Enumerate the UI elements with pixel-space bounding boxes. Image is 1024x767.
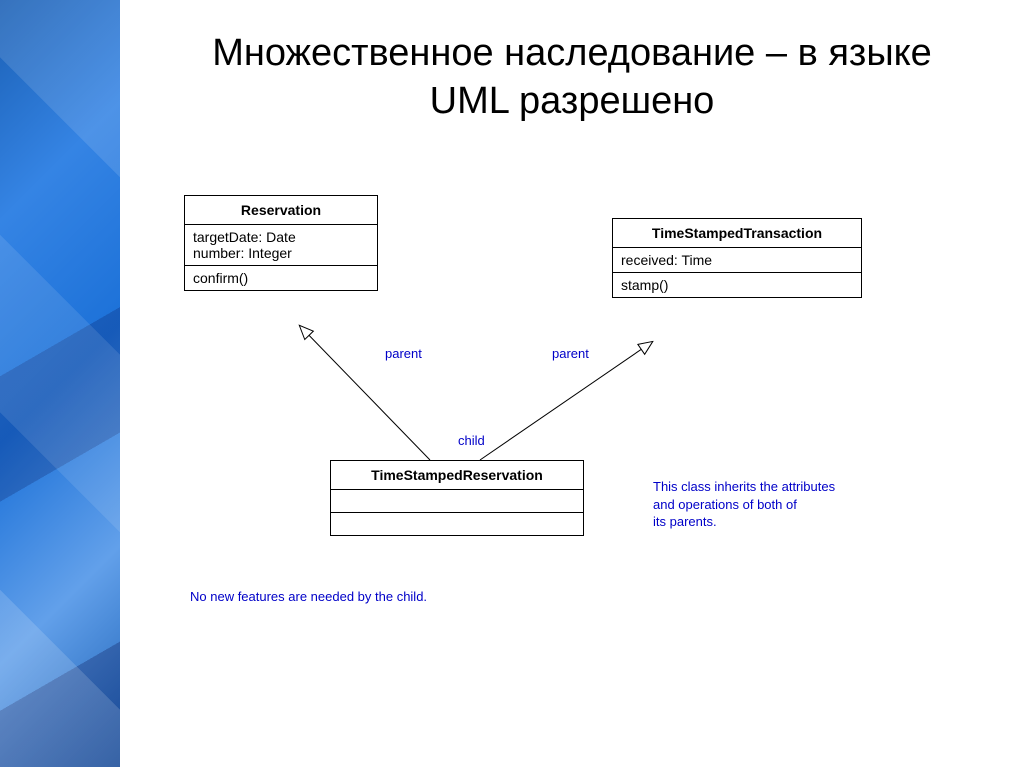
uml-class-name: TimeStampedReservation xyxy=(331,461,583,490)
title-line-2: UML разрешено xyxy=(430,80,715,122)
uml-class-operations-empty xyxy=(331,513,583,535)
title-line-1: Множественное наследование – в языке xyxy=(212,32,932,74)
note-line: and operations of both of xyxy=(653,497,797,512)
uml-class-operations: confirm() xyxy=(185,266,377,290)
label-child: child xyxy=(458,432,485,450)
uml-attribute: received: Time xyxy=(621,252,853,268)
uml-class-name: Reservation xyxy=(185,196,377,225)
uml-class-reservation: Reservation targetDate: Date number: Int… xyxy=(184,195,378,291)
uml-class-attributes-empty xyxy=(331,490,583,513)
uml-operation: stamp() xyxy=(621,277,853,293)
note-line: its parents. xyxy=(653,514,717,529)
uml-class-name: TimeStampedTransaction xyxy=(613,219,861,248)
uml-attribute: targetDate: Date xyxy=(193,229,369,245)
note-line: This class inherits the attributes xyxy=(653,479,835,494)
label-parent-left: parent xyxy=(385,345,422,363)
uml-class-attributes: received: Time xyxy=(613,248,861,273)
uml-class-attributes: targetDate: Date number: Integer xyxy=(185,225,377,266)
uml-class-timestampedreservation: TimeStampedReservation xyxy=(330,460,584,536)
uml-operation: confirm() xyxy=(193,270,369,286)
uml-class-timestampedtransaction: TimeStampedTransaction received: Time st… xyxy=(612,218,862,298)
note-inherits: This class inherits the attributes and o… xyxy=(653,478,835,531)
note-no-new-features: No new features are needed by the child. xyxy=(190,588,427,606)
decorative-sidebar xyxy=(0,0,120,767)
slide-title: Множественное наследование – в языке UML… xyxy=(120,30,1024,125)
uml-class-operations: stamp() xyxy=(613,273,861,297)
label-parent-right: parent xyxy=(552,345,589,363)
uml-attribute: number: Integer xyxy=(193,245,369,261)
